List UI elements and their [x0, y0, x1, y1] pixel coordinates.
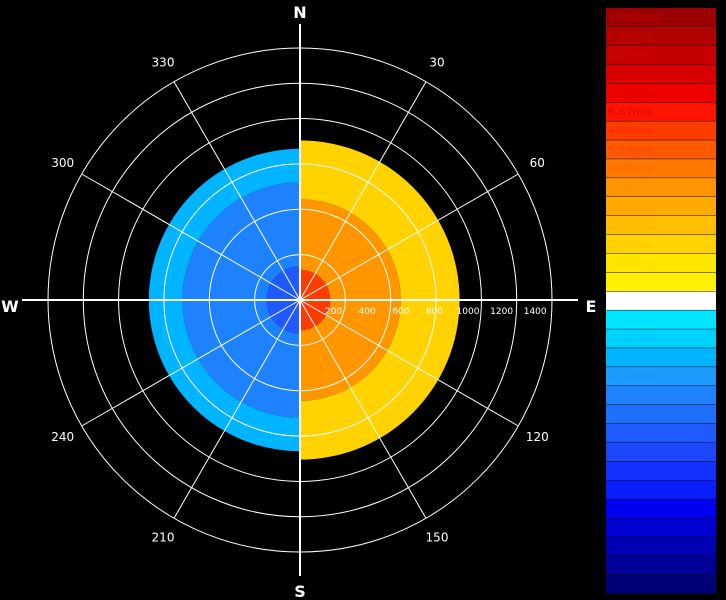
- legend-label: -0.67m/s: [608, 313, 657, 326]
- range-tick-label: 1400: [524, 307, 547, 317]
- legend-label: 4.67m/s: [608, 162, 653, 175]
- bearing-spoke: [81, 173, 301, 301]
- legend-label: -8.67m/s: [608, 540, 657, 553]
- range-tick-labels: 200 400 600 800 1000 1200 1400: [325, 307, 547, 317]
- bearing-label: 210: [152, 530, 175, 544]
- bearing-spokes: [81, 81, 519, 519]
- legend-swatch: [606, 215, 716, 235]
- legend-label: -10.00m/s: [608, 578, 664, 591]
- cardinal-east-label: E: [586, 297, 597, 316]
- legend-swatch: [606, 253, 716, 273]
- legend-label: -4.67m/s: [608, 427, 657, 440]
- legend-label: 2.67m/s: [608, 219, 653, 232]
- bearing-spoke: [299, 299, 427, 519]
- velocity-color-legend: 10.00m/s 9.33m/s 8.67m/s 8.00m/s 7.33m/s 6.67…: [606, 8, 716, 594]
- range-tick-label: 800: [426, 307, 443, 317]
- legend-swatch: [606, 272, 716, 291]
- legend-label: 2.00m/s: [608, 238, 653, 251]
- legend-label: -7.33m/s: [608, 502, 657, 515]
- legend-label: 8.67m/s: [608, 49, 653, 62]
- legend-swatch: [606, 140, 716, 159]
- legend-label: -1.33m/s: [608, 332, 657, 345]
- bearing-labels: 30 60 120 150 210 240 300 330: [51, 56, 548, 545]
- legend-swatch: [606, 64, 716, 84]
- legend-label: 6.00m/s: [608, 124, 653, 137]
- legend-swatch: [606, 537, 716, 556]
- range-tick-label: 600: [392, 307, 409, 317]
- range-tick-label: 400: [359, 307, 376, 317]
- legend-swatch: [606, 8, 716, 27]
- legend-swatch: [606, 310, 716, 329]
- cardinal-south-label: S: [294, 582, 306, 600]
- legend-swatch: [606, 499, 716, 518]
- legend-label: -2.00m/s: [608, 351, 657, 364]
- cardinal-axes: [22, 24, 578, 576]
- range-tick-label: 1200: [490, 307, 513, 317]
- bearing-label: 120: [526, 430, 549, 444]
- legend-swatch: [606, 461, 716, 480]
- legend-label: 9.33m/s: [608, 30, 653, 43]
- range-tick-label: 1000: [457, 307, 480, 317]
- bearing-spoke: [299, 299, 519, 427]
- legend-swatch: [606, 121, 716, 140]
- legend-label: 0.67m/s: [608, 276, 653, 289]
- legend-swatch: [606, 386, 716, 405]
- legend-swatch: [606, 83, 716, 102]
- legend-swatch: [606, 329, 716, 348]
- legend-label: -5.33m/s: [608, 446, 657, 459]
- bearing-label: 300: [51, 156, 74, 170]
- velocity-sector: [300, 140, 460, 460]
- velocity-radar-display: 200 400 600 800 1000 1200 1400 30 60 120 150 210 24…: [1, 3, 597, 600]
- legend-label: 0.00m/s: [608, 295, 653, 308]
- bearing-label: 30: [429, 56, 444, 70]
- legend-swatch: [606, 404, 716, 424]
- bearing-label: 330: [152, 56, 175, 70]
- bearing-label: 150: [426, 530, 449, 544]
- legend-swatch: [606, 423, 716, 443]
- bearing-spoke: [299, 81, 427, 301]
- bearing-label: 240: [51, 430, 74, 444]
- legend-label: -3.33m/s: [608, 389, 657, 402]
- bearing-spoke: [173, 299, 301, 519]
- legend-label: 7.33m/s: [608, 87, 653, 100]
- legend-label: -6.67m/s: [608, 484, 657, 497]
- legend-swatch: [606, 480, 716, 499]
- legend-swatch: [606, 367, 716, 386]
- legend-label: 8.00m/s: [608, 68, 653, 81]
- legend-swatch: [606, 234, 716, 254]
- legend-label: -4.00m/s: [608, 408, 657, 421]
- bearing-spoke: [299, 173, 519, 301]
- range-tick-label: 200: [325, 307, 342, 317]
- legend-swatch: [606, 575, 716, 594]
- legend-swatch: [606, 291, 716, 310]
- legend-label: 5.33m/s: [608, 143, 653, 156]
- legend-label: 10.00m/s: [608, 11, 660, 24]
- legend-label: 6.67m/s: [608, 106, 653, 119]
- legend-swatch: [606, 518, 716, 537]
- legend-swatch: [606, 348, 716, 367]
- legend-swatch: [606, 45, 716, 65]
- cardinal-north-label: N: [293, 3, 306, 22]
- legend-swatch: [606, 197, 716, 216]
- bearing-spoke: [173, 81, 301, 301]
- legend-label: -8.00m/s: [608, 521, 657, 534]
- legend-label: 4.00m/s: [608, 181, 653, 194]
- legend-swatch: [606, 442, 716, 462]
- legend-swatch: [606, 102, 716, 121]
- legend-label: -9.33m/s: [608, 559, 657, 572]
- cardinal-west-label: W: [1, 297, 19, 316]
- legend-swatch: [606, 178, 716, 197]
- legend-label: -6.00m/s: [608, 465, 657, 478]
- legend-label: 1.33m/s: [608, 257, 653, 270]
- legend-swatch: [606, 159, 716, 178]
- legend-label: -2.67m/s: [608, 370, 657, 383]
- legend-swatch: [606, 26, 716, 46]
- legend-swatch: [606, 556, 716, 575]
- bearing-spoke: [81, 299, 301, 427]
- bearing-label: 60: [530, 156, 545, 170]
- legend-label: 3.33m/s: [608, 200, 653, 213]
